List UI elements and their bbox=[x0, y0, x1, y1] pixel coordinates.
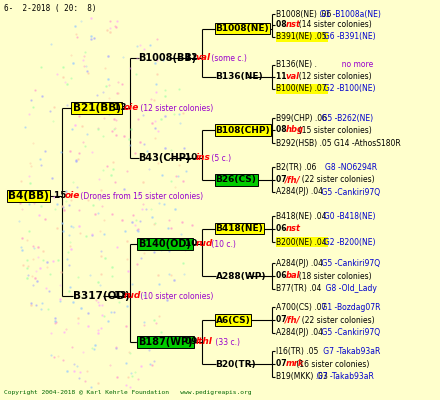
Text: 06: 06 bbox=[276, 224, 290, 233]
Text: G5 -Cankiri97Q: G5 -Cankiri97Q bbox=[312, 328, 380, 337]
Text: (10 c.): (10 c.) bbox=[209, 240, 236, 248]
Text: B1008(NE) .06: B1008(NE) .06 bbox=[276, 10, 332, 18]
Text: B1008(BB): B1008(BB) bbox=[139, 53, 197, 63]
Text: rud: rud bbox=[124, 292, 141, 300]
Text: 07: 07 bbox=[276, 316, 290, 324]
Text: B136(NE) .: B136(NE) . bbox=[276, 60, 317, 69]
Text: G0 -B418(NE): G0 -B418(NE) bbox=[312, 212, 376, 220]
Text: nst: nst bbox=[285, 224, 300, 233]
Text: G2 -B100(NE): G2 -B100(NE) bbox=[312, 84, 376, 93]
Text: G1 -B1008a(NE): G1 -B1008a(NE) bbox=[315, 10, 381, 18]
Text: B391(NE) .05: B391(NE) .05 bbox=[276, 32, 327, 41]
Text: 08: 08 bbox=[276, 126, 290, 134]
Text: 07: 07 bbox=[276, 176, 290, 184]
Text: /fh/: /fh/ bbox=[285, 316, 301, 324]
Text: Copyright 2004-2018 @ Karl Kehrle Foundation   www.pedigreapis.org: Copyright 2004-2018 @ Karl Kehrle Founda… bbox=[4, 390, 252, 395]
Text: (22 sister colonies): (22 sister colonies) bbox=[297, 176, 375, 184]
Text: B418(NE) .04: B418(NE) .04 bbox=[276, 212, 327, 220]
Text: B4(BB): B4(BB) bbox=[8, 191, 49, 201]
Text: B140(OD): B140(OD) bbox=[139, 239, 191, 249]
Text: G5 -Cankiri97Q: G5 -Cankiri97Q bbox=[312, 259, 380, 268]
Text: 13: 13 bbox=[114, 104, 129, 112]
Text: 11: 11 bbox=[276, 72, 290, 81]
Text: (14 sister colonies): (14 sister colonies) bbox=[294, 20, 372, 29]
Text: oie: oie bbox=[64, 192, 80, 200]
Text: B187(WP): B187(WP) bbox=[139, 337, 193, 347]
Text: G2 -B200(NE): G2 -B200(NE) bbox=[312, 238, 376, 246]
Text: G8 -Old_Lady: G8 -Old_Lady bbox=[309, 284, 377, 293]
Text: val: val bbox=[195, 54, 210, 62]
Text: B19(MKK) .03: B19(MKK) .03 bbox=[276, 372, 328, 381]
Text: G5 -B262(NE): G5 -B262(NE) bbox=[312, 114, 374, 122]
Text: 07: 07 bbox=[276, 360, 290, 368]
Text: B200(NE) .04: B200(NE) .04 bbox=[276, 238, 327, 246]
Text: 09: 09 bbox=[185, 338, 201, 346]
Text: val: val bbox=[285, 72, 299, 81]
Text: 10: 10 bbox=[185, 240, 200, 248]
Text: B1008(NE): B1008(NE) bbox=[216, 24, 269, 33]
Text: B2(TR) .06: B2(TR) .06 bbox=[276, 163, 317, 172]
Text: (15 sister colonies): (15 sister colonies) bbox=[294, 126, 372, 134]
Text: B418(NE): B418(NE) bbox=[216, 224, 264, 233]
Text: B20(TR): B20(TR) bbox=[216, 360, 256, 368]
Text: 15: 15 bbox=[54, 192, 70, 200]
Text: /fh/: /fh/ bbox=[285, 176, 301, 184]
Text: 10: 10 bbox=[185, 154, 200, 162]
Text: B317(OD): B317(OD) bbox=[73, 291, 129, 301]
Text: B99(CHP) .06: B99(CHP) .06 bbox=[276, 114, 327, 122]
Text: (22 sister colonies): (22 sister colonies) bbox=[297, 316, 375, 324]
Text: B108(CHP): B108(CHP) bbox=[216, 126, 270, 134]
Text: hbg: hbg bbox=[285, 126, 303, 134]
Text: ins: ins bbox=[195, 154, 210, 162]
Text: G7 -Takab93aR: G7 -Takab93aR bbox=[309, 347, 381, 356]
Text: (some c.): (some c.) bbox=[209, 54, 247, 62]
Text: nst: nst bbox=[285, 20, 300, 29]
Text: B26(CS): B26(CS) bbox=[216, 176, 257, 184]
Text: G6 -B391(NE): G6 -B391(NE) bbox=[312, 32, 376, 41]
Text: B136(NE): B136(NE) bbox=[216, 72, 263, 81]
Text: (33 c.): (33 c.) bbox=[213, 338, 240, 346]
Text: 12: 12 bbox=[114, 292, 129, 300]
Text: (18 sister colonies): (18 sister colonies) bbox=[294, 272, 372, 280]
Text: (Drones from 15 sister colonies): (Drones from 15 sister colonies) bbox=[78, 192, 203, 200]
Text: (5 c.): (5 c.) bbox=[209, 154, 231, 162]
Text: G7 -Takab93aR: G7 -Takab93aR bbox=[312, 372, 374, 381]
Text: A284(PJ) .04: A284(PJ) .04 bbox=[276, 259, 323, 268]
Text: 12: 12 bbox=[185, 54, 201, 62]
Text: mrk: mrk bbox=[285, 360, 304, 368]
Text: (12 sister colonies): (12 sister colonies) bbox=[294, 72, 372, 81]
Text: I16(TR) .05: I16(TR) .05 bbox=[276, 347, 319, 356]
Text: A284(PJ) .04: A284(PJ) .04 bbox=[276, 328, 323, 337]
Text: 6-  2-2018 ( 20:  8): 6- 2-2018 ( 20: 8) bbox=[4, 4, 97, 13]
Text: no more: no more bbox=[306, 60, 374, 69]
Text: B43(CHP): B43(CHP) bbox=[139, 153, 191, 163]
Text: (16 sister colonies): (16 sister colonies) bbox=[294, 360, 370, 368]
Text: oie: oie bbox=[124, 104, 139, 112]
Text: (10 sister colonies): (10 sister colonies) bbox=[138, 292, 213, 300]
Text: rud: rud bbox=[195, 240, 213, 248]
Text: 08: 08 bbox=[276, 20, 290, 29]
Text: A288(WP): A288(WP) bbox=[216, 272, 266, 280]
Text: 06: 06 bbox=[276, 272, 290, 280]
Text: B77(TR) .04: B77(TR) .04 bbox=[276, 284, 322, 293]
Text: bal: bal bbox=[285, 272, 300, 280]
Text: B292(HSB) .05 G14 -AthosS180R: B292(HSB) .05 G14 -AthosS180R bbox=[276, 139, 401, 148]
Text: A700(CS) .07: A700(CS) .07 bbox=[276, 303, 326, 312]
Text: B100(NE) .07: B100(NE) .07 bbox=[276, 84, 327, 93]
Text: lthl: lthl bbox=[195, 338, 212, 346]
Text: A284(PJ) .04: A284(PJ) .04 bbox=[276, 188, 323, 196]
Text: G5 -Cankiri97Q: G5 -Cankiri97Q bbox=[312, 188, 380, 196]
Text: G8 -NO6294R: G8 -NO6294R bbox=[306, 163, 378, 172]
Text: G1 -Bozdag07R: G1 -Bozdag07R bbox=[312, 303, 381, 312]
Text: (12 sister colonies): (12 sister colonies) bbox=[138, 104, 213, 112]
Text: A6(CS): A6(CS) bbox=[216, 316, 250, 324]
Text: B21(BB): B21(BB) bbox=[73, 103, 121, 113]
